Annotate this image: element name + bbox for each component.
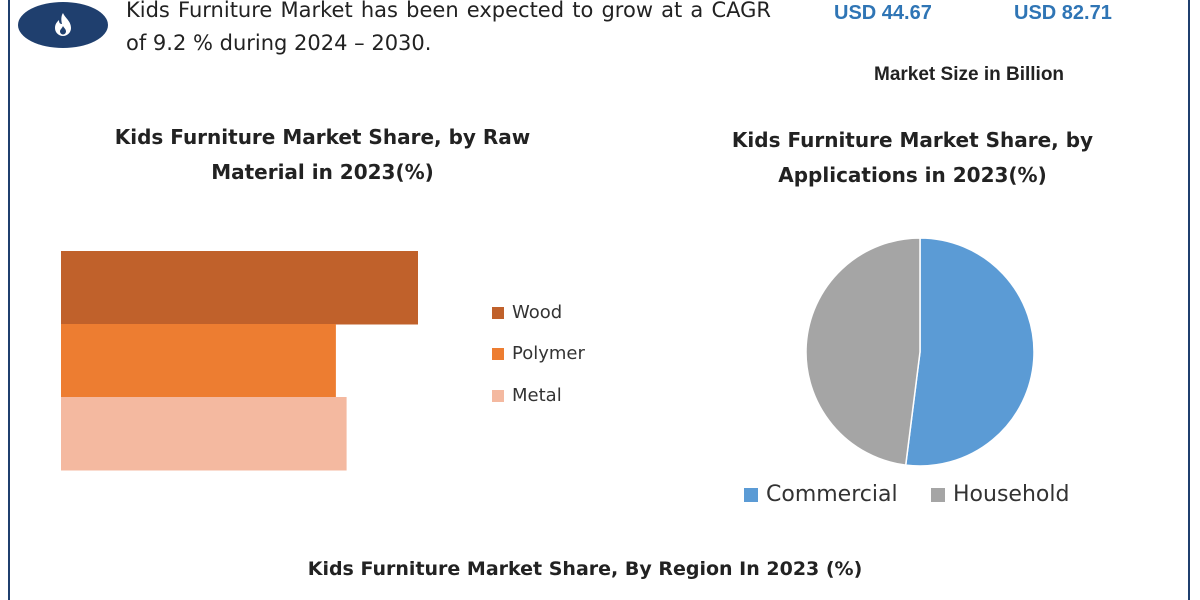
legend-label-metal: Metal [512,385,562,406]
pie-legend-commercial: Commercial [744,482,898,507]
polymer-swatch [492,347,504,360]
market-size-label: Market Size in Billion [874,64,1065,85]
legend-item-polymer: Polymer [492,343,585,364]
bar-polymer [61,324,336,398]
intro-text: Kids Furniture Market has been expected … [126,0,771,55]
metal-swatch [492,389,504,402]
pie-legend-commercial-label: Commercial [766,482,898,507]
household-swatch [931,487,945,502]
bar-wood [61,251,418,325]
page-frame [8,0,1190,600]
applications-chart-title: Kids Furniture Market Share, by Applicat… [731,128,1094,187]
applications-pie-chart [805,237,1035,467]
pie-slice-commercial [904,237,1035,467]
legend-item-metal: Metal [492,385,562,406]
raw-material-chart-title: Kids Furniture Market Share, by Raw Mate… [114,125,531,184]
bar-metal [61,397,347,471]
pie-slice-household [805,237,921,466]
region-chart-title: Kids Furniture Market Share, By Region I… [307,558,863,580]
logo [18,2,108,48]
legend-label-wood: Wood [512,302,563,323]
legend-item-wood: Wood [492,302,562,323]
wood-swatch [492,306,504,319]
raw-material-bar-chart [61,251,418,471]
pie-legend-household: Household [931,482,1069,507]
commercial-swatch [744,487,758,502]
market-value-2030: USD 82.71 [1014,2,1112,24]
flame-logo-icon [55,13,71,36]
legend-label-polymer: Polymer [512,343,585,364]
pie-legend-household-label: Household [953,482,1070,507]
market-value-2023: USD 44.67 [834,2,932,24]
